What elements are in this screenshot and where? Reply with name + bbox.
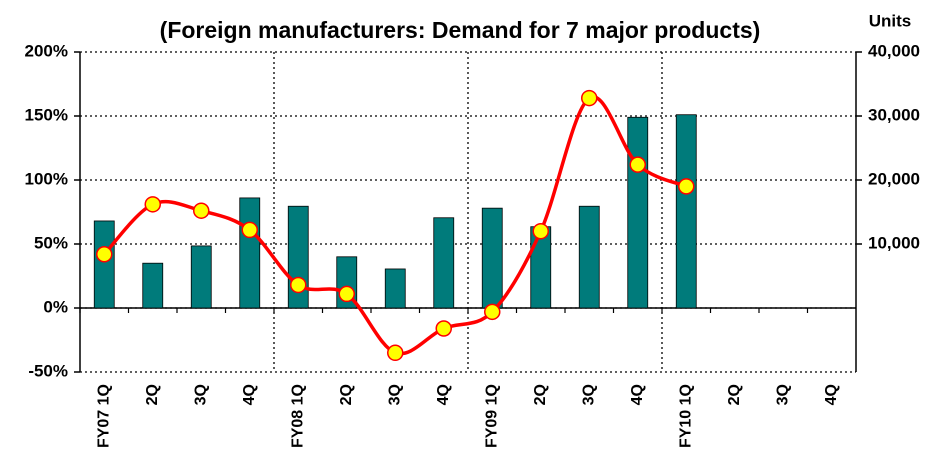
line-marker <box>581 89 598 107</box>
x-tick-label: 4Q <box>629 384 646 405</box>
y-tick-label: 0% <box>43 297 68 316</box>
y-tick-label: -50% <box>28 361 68 380</box>
bar <box>239 197 261 309</box>
bar <box>433 217 455 309</box>
bar <box>627 116 649 309</box>
line-marker <box>532 222 549 240</box>
bar <box>578 205 600 309</box>
x-tick-label: 2Q <box>144 384 161 405</box>
y2-tick-label: 10,000 <box>868 233 920 252</box>
x-tick-label: 4Q <box>435 384 452 405</box>
y-tick-label: 100% <box>25 169 68 188</box>
x-tick-label: FY10 1Q <box>677 384 694 448</box>
bar <box>190 245 212 309</box>
bar <box>93 220 115 309</box>
y-tick-label: 50% <box>34 233 68 252</box>
y2-tick-label: 20,000 <box>868 169 920 188</box>
y2-tick-label: 30,000 <box>868 105 920 124</box>
line-marker <box>338 285 355 303</box>
line-marker <box>290 276 307 294</box>
bar <box>142 262 164 309</box>
bar <box>384 268 406 309</box>
x-tick-label: FY07 1Q <box>95 384 112 448</box>
x-tick-label: 3Q <box>580 384 597 405</box>
line-marker <box>678 178 695 195</box>
y-tick-label: 200% <box>25 41 68 60</box>
x-tick-label: 3Q <box>192 384 209 405</box>
bar <box>481 207 503 309</box>
x-tick-label: 4Q <box>823 384 840 405</box>
x-tick-label: 2Q <box>532 384 549 405</box>
y-tick-label: 150% <box>25 105 68 124</box>
line-marker <box>629 156 646 173</box>
y2-axis-label: Units <box>869 11 912 30</box>
chart-title: (Foreign manufacturers: Demand for 7 maj… <box>160 17 761 43</box>
line-marker <box>193 202 210 219</box>
x-tick-label: 4Q <box>241 384 258 405</box>
line-marker <box>387 344 404 362</box>
x-tick-label: 3Q <box>774 384 791 405</box>
line-marker <box>241 221 258 239</box>
line-marker <box>435 320 452 337</box>
x-tick-label: FY08 1Q <box>289 384 306 448</box>
line-marker <box>144 196 161 213</box>
x-tick-label: 2Q <box>338 384 355 405</box>
line-marker <box>96 245 113 263</box>
y2-tick-label: 40,000 <box>868 41 920 60</box>
bar <box>675 114 697 309</box>
x-tick-label: 2Q <box>726 384 743 405</box>
x-tick-label: FY09 1Q <box>483 384 500 448</box>
line-marker <box>484 303 501 321</box>
x-tick-label: 3Q <box>386 384 403 405</box>
